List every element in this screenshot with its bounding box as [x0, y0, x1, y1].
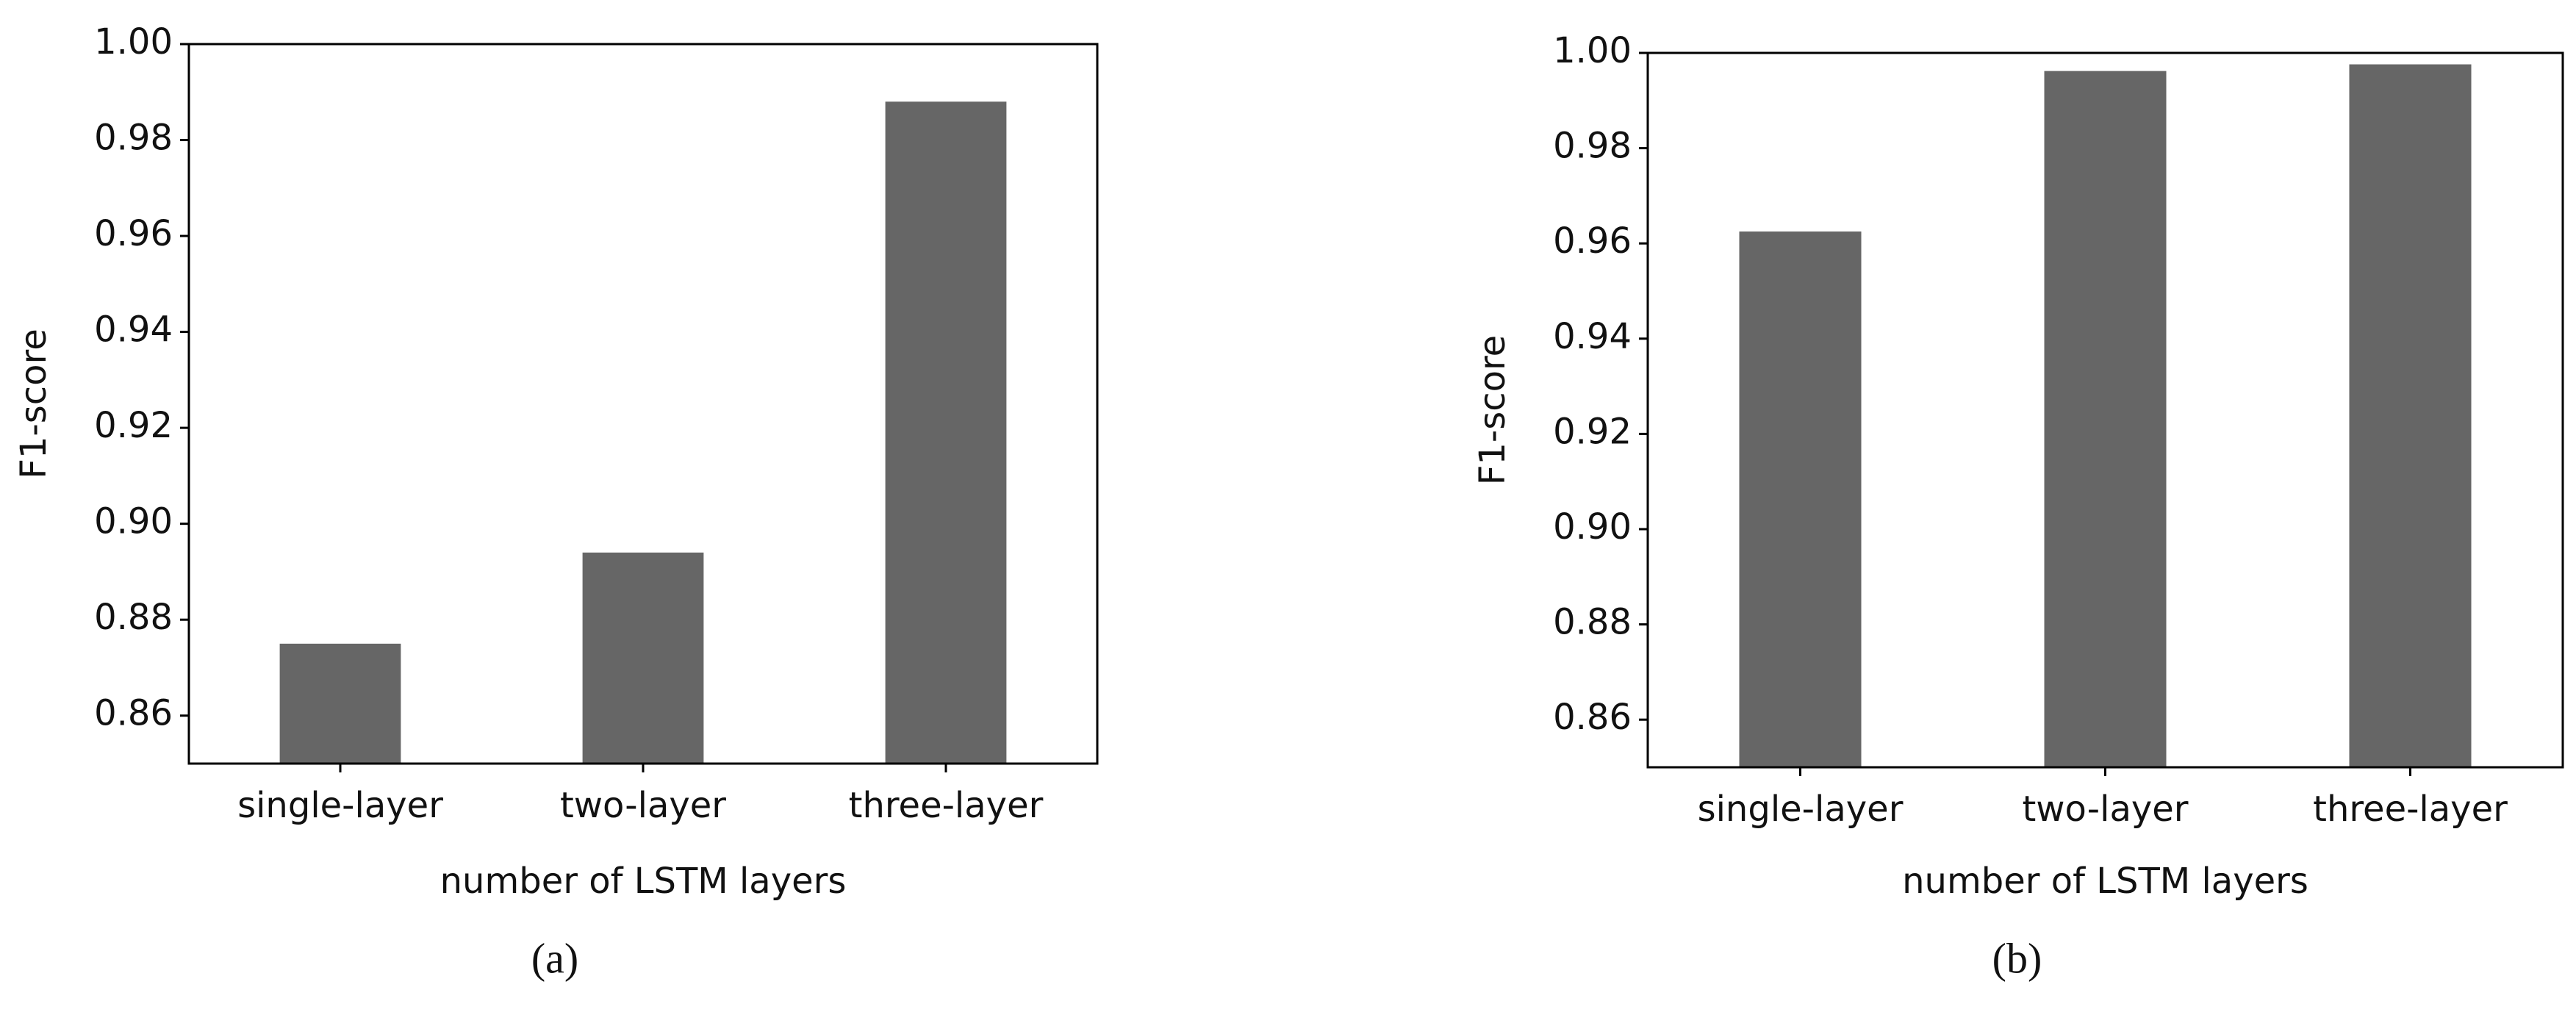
y-tick-label: 0.90	[1553, 506, 1632, 548]
y-tick-label: 0.92	[94, 405, 173, 446]
y-axis-label: F1-score	[1472, 335, 1513, 485]
y-axis-label: F1-score	[13, 329, 54, 478]
x-tick-label: three-layer	[2313, 789, 2508, 830]
x-tick-label: two-layer	[2022, 789, 2188, 830]
y-tick-label: 0.98	[1553, 126, 1632, 167]
bar	[582, 552, 704, 764]
y-tick-label: 0.96	[94, 213, 173, 254]
y-tick-label: 0.94	[1553, 316, 1632, 357]
y-tick-label: 0.88	[94, 597, 173, 638]
bar	[1739, 232, 1862, 767]
caption: (a)	[531, 934, 578, 982]
x-axis-label: number of LSTM layers	[440, 861, 847, 902]
y-tick-label: 0.86	[1553, 697, 1632, 738]
y-tick-label: 0.88	[1553, 602, 1632, 643]
plot-frame	[1646, 51, 2564, 769]
bar	[2044, 71, 2167, 767]
x-tick-label: single-layer	[1698, 789, 1904, 830]
y-tick-label: 0.96	[1553, 220, 1632, 262]
plot-frame	[187, 43, 1099, 765]
x-tick-label: three-layer	[849, 785, 1044, 826]
y-tick-label: 0.94	[94, 309, 173, 351]
bar	[2349, 64, 2472, 767]
x-tick-label: two-layer	[560, 785, 726, 826]
y-tick-label: 1.00	[1553, 30, 1632, 71]
y-tick-label: 0.98	[94, 118, 173, 159]
y-tick-label: 0.90	[94, 501, 173, 542]
bar	[279, 643, 401, 764]
x-tick-label: single-layer	[237, 785, 443, 826]
caption: (b)	[1992, 934, 2042, 982]
x-axis-label: number of LSTM layers	[1902, 861, 2308, 902]
y-tick-label: 0.92	[1553, 411, 1632, 452]
bar	[885, 101, 1007, 764]
y-tick-label: 0.86	[94, 693, 173, 734]
y-tick-label: 1.00	[94, 21, 173, 62]
